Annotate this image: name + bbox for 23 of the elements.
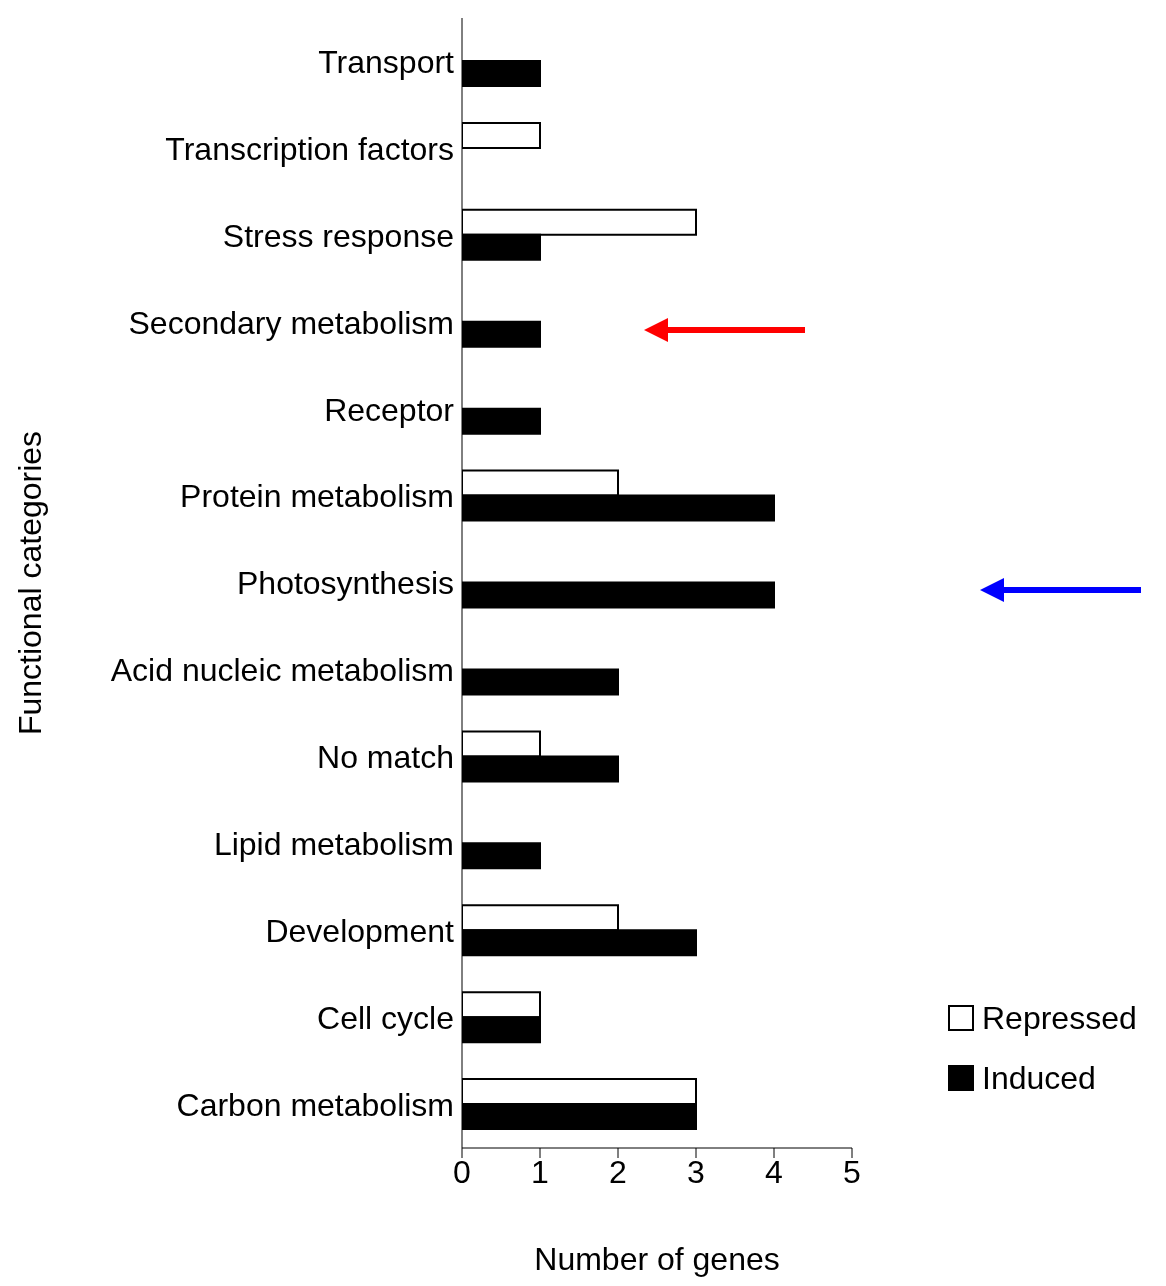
x-axis-title: Number of genes [534,1241,780,1277]
y-tick-label: Protein metabolism [180,478,454,515]
y-tick-label: Secondary metabolism [128,304,454,341]
x-tick-label: 5 [843,1153,861,1190]
y-tick-label: Transcription factors [165,130,454,167]
x-tick-label: 1 [531,1153,549,1190]
y-tick-label: No match [317,739,454,776]
y-tick-label: Carbon metabolism [176,1086,454,1123]
y-tick-label: Stress response [222,217,454,254]
y-tick-label: Cell cycle [317,999,454,1036]
y-tick-label: Photosynthesis [236,565,454,602]
y-axis-title: Functional categories [12,430,49,736]
legend-label: Repressed [982,999,1137,1038]
legend-label: Induced [982,1059,1096,1098]
y-tick-label: Lipid metabolism [213,826,454,863]
x-tick-label: 3 [687,1153,705,1190]
x-tick-label: 2 [609,1153,627,1190]
y-tick-label: Transport [318,43,455,80]
x-tick-label: 4 [765,1153,783,1190]
y-tick-label: Receptor [324,391,455,428]
y-tick-label: Acid nucleic metabolism [110,652,454,689]
x-tick-label: 0 [453,1153,471,1190]
y-tick-label: Development [265,913,455,950]
